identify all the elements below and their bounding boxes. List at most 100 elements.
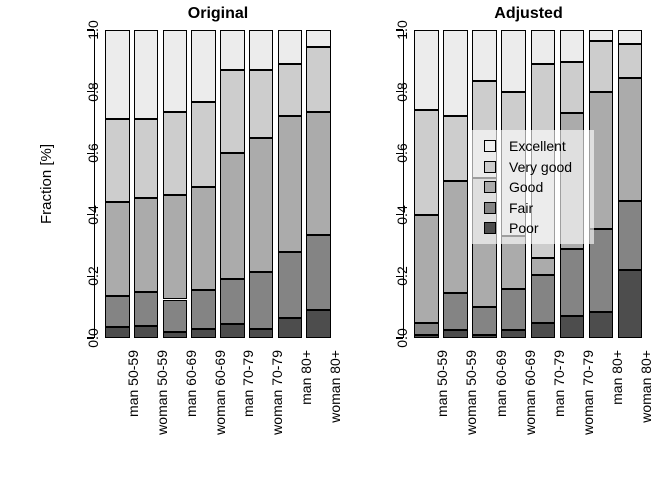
x-category-label-adjusted: woman 60-69 [521,350,538,435]
x-category-label-original: man 80+ [297,350,314,405]
bar-segment-poor [443,330,468,338]
bar-segment-good [133,197,159,292]
bar-segment-poor [277,317,302,338]
y-axis-title: Fraction [%] [38,143,55,225]
bar-segment-good [501,236,526,289]
bar-segment-excellent [472,30,497,81]
legend-swatch-icon [484,222,496,235]
legend-swatch-icon [484,201,496,214]
bar-segment-very-good [162,111,187,195]
bar-segment-good [105,202,130,297]
bar-segment-fair [617,200,643,271]
bar-segment-good [530,257,555,275]
bar-segment-good [191,187,216,291]
bar-segment-excellent [248,30,274,71]
bar-segment-very-good [248,70,274,138]
x-category-label-adjusted: woman 80+ [638,350,655,423]
y-tick-original [87,90,94,93]
x-category-label-original: man 50-59 [125,350,142,417]
bar-segment-good [617,77,643,201]
legend-row: Very good [484,157,594,178]
legend-label: Good [509,179,544,196]
bar-segment-very-good [306,46,331,112]
y-tick-label-adjusted: 1.0 [394,20,410,40]
x-category-label-adjusted: woman 50-59 [463,350,480,435]
y-tick-adjusted [396,29,403,31]
y-tick-original [87,29,94,31]
chart-title-original: Original [187,5,249,22]
legend-label: Excellent [509,138,566,155]
bar-segment-fair [501,288,526,331]
x-category-label-original: man 70-79 [240,350,257,417]
y-axis-original [94,30,96,338]
x-category-label-original: woman 80+ [326,350,343,423]
y-tick-label-original: 0.8 [85,81,101,102]
bar-segment-good [443,180,468,294]
y-tick-label-original: 1.0 [85,20,101,40]
legend-row: Fair [484,198,594,219]
bar-segment-fair [472,307,497,335]
bar-segment-very-good [414,110,439,215]
bar-segment-excellent [105,30,130,120]
bar-segment-excellent [501,30,526,92]
x-category-label-adjusted: man 80+ [609,350,625,405]
bar-segment-poor [472,334,497,338]
bar-segment-poor [162,331,187,338]
bar-segment-good [277,116,302,252]
bar-segment-good [306,111,331,235]
bar-segment-excellent [443,30,468,117]
bar-segment-very-good [191,102,216,188]
y-tick-adjusted [396,152,403,154]
y-tick-label-original: 0.2 [85,266,101,287]
legend-row: Poor [484,218,594,239]
bar-segment-fair [162,299,187,332]
bar-segment-poor [617,270,643,338]
bar-segment-excellent [414,30,439,111]
bar-segment-very-good [277,63,302,117]
bar-segment-very-good [105,119,130,203]
bar-segment-poor [559,316,585,338]
y-tick-label-original: 0.6 [85,143,101,163]
y-tick-label-original: 0.4 [85,205,101,225]
bar-segment-poor [588,311,614,338]
bar-segment-fair [414,322,439,335]
bar-segment-good [162,194,187,300]
chart-title-adjusted: Adjusted [494,5,563,22]
x-category-label-adjusted: man 70-79 [550,350,567,417]
y-tick-original [87,337,94,339]
bar-segment-fair [105,296,130,328]
bar-segment-excellent [617,30,643,44]
bar-segment-fair [248,271,274,329]
bar-segment-good [414,214,439,323]
bar-segment-poor [248,328,274,338]
bar-segment-fair [530,274,555,323]
x-category-label-original: woman 60-69 [211,350,228,435]
legend-row: Good [484,177,594,198]
bar-segment-good [248,137,274,272]
x-category-label-adjusted: man 60-69 [492,350,509,417]
y-tick-original [87,275,94,278]
legend-swatch-icon [484,181,496,194]
bar-segment-poor [306,310,331,338]
y-tick-adjusted [396,90,403,93]
y-tick-adjusted [396,275,403,278]
bar-segment-poor [191,328,216,338]
y-tick-adjusted [396,337,403,339]
x-category-label-original: woman 50-59 [154,350,170,435]
bar-segment-excellent [530,30,555,64]
y-tick-label-adjusted: 0.4 [394,205,410,225]
legend-label: Very good [509,158,573,175]
legend-row: Excellent [484,136,594,157]
y-tick-original [87,214,94,216]
y-tick-label-adjusted: 0.0 [394,328,410,348]
bar-segment-fair [559,248,585,317]
bar-segment-very-good [588,40,614,92]
bar-segment-fair [191,290,216,329]
bar-segment-fair [133,291,159,326]
legend-label: Fair [509,199,534,216]
legend: Excellent Very good Good Fair Poor [470,130,594,244]
x-category-label-original: man 60-69 [182,350,199,417]
bar-segment-excellent [220,30,245,71]
bar-segment-poor [105,327,130,338]
